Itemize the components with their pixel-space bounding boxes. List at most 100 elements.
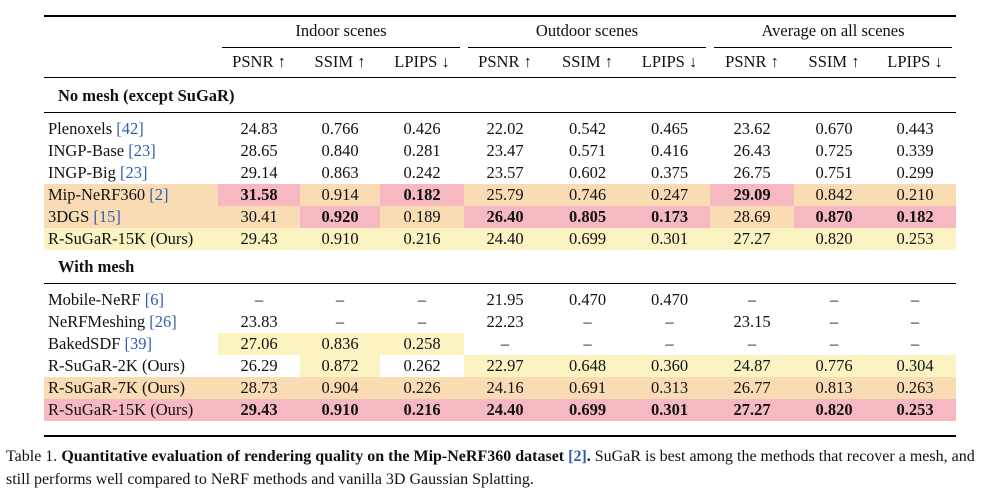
citation-link[interactable]: [23] (128, 141, 156, 160)
value-cell: – (254, 290, 264, 309)
method-name: 3DGS [15] (44, 206, 222, 228)
method-name: INGP-Base [23] (44, 140, 222, 162)
value-cell: – (335, 290, 345, 309)
value-cell: 0.443 (896, 119, 934, 138)
method-name: R-SuGaR-7K (Ours) (44, 377, 222, 399)
method-label: R-SuGaR-15K (Ours) (48, 229, 194, 248)
group-header: Outdoor scenes (535, 21, 639, 40)
method-label: BakedSDF (48, 334, 125, 353)
value-cell: 0.910 (300, 399, 380, 421)
value-cell: 24.40 (464, 399, 546, 421)
value-cell: 23.57 (486, 163, 524, 182)
top-rule (44, 15, 956, 17)
value-cell: 24.83 (240, 119, 278, 138)
group-underline (222, 47, 460, 48)
method-label: NeRFMeshing (48, 312, 150, 331)
value-cell: 0.182 (380, 184, 464, 206)
method-name: Mobile-NeRF [6] (44, 289, 222, 311)
value-cell: 31.58 (218, 184, 300, 206)
method-label: Plenoxels (48, 119, 117, 138)
citation-link[interactable]: [2] (149, 185, 169, 204)
method-name: Mip-NeRF360 [2] (44, 184, 222, 206)
method-label: 3DGS (48, 207, 94, 226)
value-cell: 0.242 (403, 163, 441, 182)
value-cell: 0.253 (874, 228, 956, 250)
caption-title-text: Quantitative evaluation of rendering qua… (61, 448, 569, 465)
value-cell: 0.542 (568, 119, 607, 138)
value-cell: 0.766 (321, 119, 359, 138)
metric-header: SSIM ↑ (562, 52, 613, 71)
value-cell: 26.40 (464, 206, 546, 228)
value-cell: 0.904 (300, 377, 380, 399)
value-cell: 0.602 (568, 163, 607, 182)
value-cell: 0.648 (546, 355, 629, 377)
value-cell: – (417, 290, 427, 309)
value-cell: 0.840 (321, 141, 359, 160)
citation-link[interactable]: [6] (144, 290, 164, 309)
value-cell: – (665, 334, 674, 353)
section-title: With mesh (58, 257, 135, 276)
value-cell: 0.470 (650, 290, 689, 309)
method-name: BakedSDF [39] (44, 333, 222, 355)
group-header: Average on all scenes (761, 21, 905, 40)
value-cell: – (747, 290, 757, 309)
value-cell: – (910, 312, 920, 331)
caption-body: SuGaR is best among the methods that rec… (6, 448, 975, 488)
value-cell: 0.360 (629, 355, 710, 377)
value-cell: 24.87 (710, 355, 794, 377)
value-cell: 0.805 (546, 206, 629, 228)
value-cell: – (747, 334, 757, 353)
value-cell: – (583, 312, 592, 331)
value-cell: 0.699 (546, 228, 629, 250)
section-title: No mesh (except SuGaR) (58, 86, 235, 105)
value-cell: 0.301 (629, 228, 710, 250)
value-cell: 0.226 (380, 377, 464, 399)
bottom-rule (44, 435, 956, 437)
caption-ref[interactable]: [2] (568, 448, 587, 465)
value-cell: 24.40 (464, 228, 546, 250)
value-cell: 0.313 (629, 377, 710, 399)
metric-header: LPIPS ↓ (394, 52, 450, 71)
value-cell: 23.47 (486, 141, 524, 160)
metric-header: PSNR ↑ (725, 52, 779, 71)
value-cell: 0.416 (650, 141, 689, 160)
citation-link[interactable]: [26] (149, 312, 177, 331)
value-cell: 0.216 (380, 228, 464, 250)
value-cell: 0.872 (300, 355, 380, 377)
value-cell: 0.262 (403, 356, 441, 375)
citation-link[interactable]: [42] (116, 119, 144, 138)
section-rule (44, 283, 956, 284)
value-cell: 0.746 (546, 184, 629, 206)
value-cell: 0.842 (794, 184, 874, 206)
value-cell: 22.23 (486, 312, 524, 331)
value-cell: 0.189 (380, 206, 464, 228)
value-cell: – (335, 312, 345, 331)
value-cell: 0.699 (546, 399, 629, 421)
value-cell: – (500, 334, 510, 353)
value-cell: 0.836 (300, 333, 380, 355)
value-cell: 0.751 (815, 163, 853, 182)
value-cell: 0.339 (896, 141, 934, 160)
citation-link[interactable]: [39] (124, 334, 153, 353)
metric-header: PSNR ↑ (478, 52, 532, 71)
method-label: Mobile-NeRF (48, 290, 145, 309)
metric-header: SSIM ↑ (808, 52, 860, 71)
method-label: R-SuGaR-7K (Ours) (48, 378, 186, 397)
metric-header: PSNR ↑ (232, 52, 286, 71)
caption-label: Table 1. (6, 448, 62, 465)
method-name: R-SuGaR-2K (Ours) (44, 355, 222, 377)
method-label: INGP-Base (48, 141, 129, 160)
value-cell: 22.97 (464, 355, 546, 377)
value-cell: 0.470 (568, 290, 607, 309)
metric-header: LPIPS ↓ (887, 52, 943, 71)
citation-link[interactable]: [23] (119, 163, 148, 182)
value-cell: – (910, 334, 920, 353)
citation-link[interactable]: [15] (93, 207, 121, 226)
value-cell: – (583, 334, 592, 353)
value-cell: 0.304 (874, 355, 956, 377)
method-name: R-SuGaR-15K (Ours) (44, 228, 222, 250)
method-label: INGP-Big (48, 163, 120, 182)
caption-title-end: . (586, 448, 591, 465)
metric-header: SSIM ↑ (314, 52, 366, 71)
value-cell: 0.281 (403, 141, 441, 160)
